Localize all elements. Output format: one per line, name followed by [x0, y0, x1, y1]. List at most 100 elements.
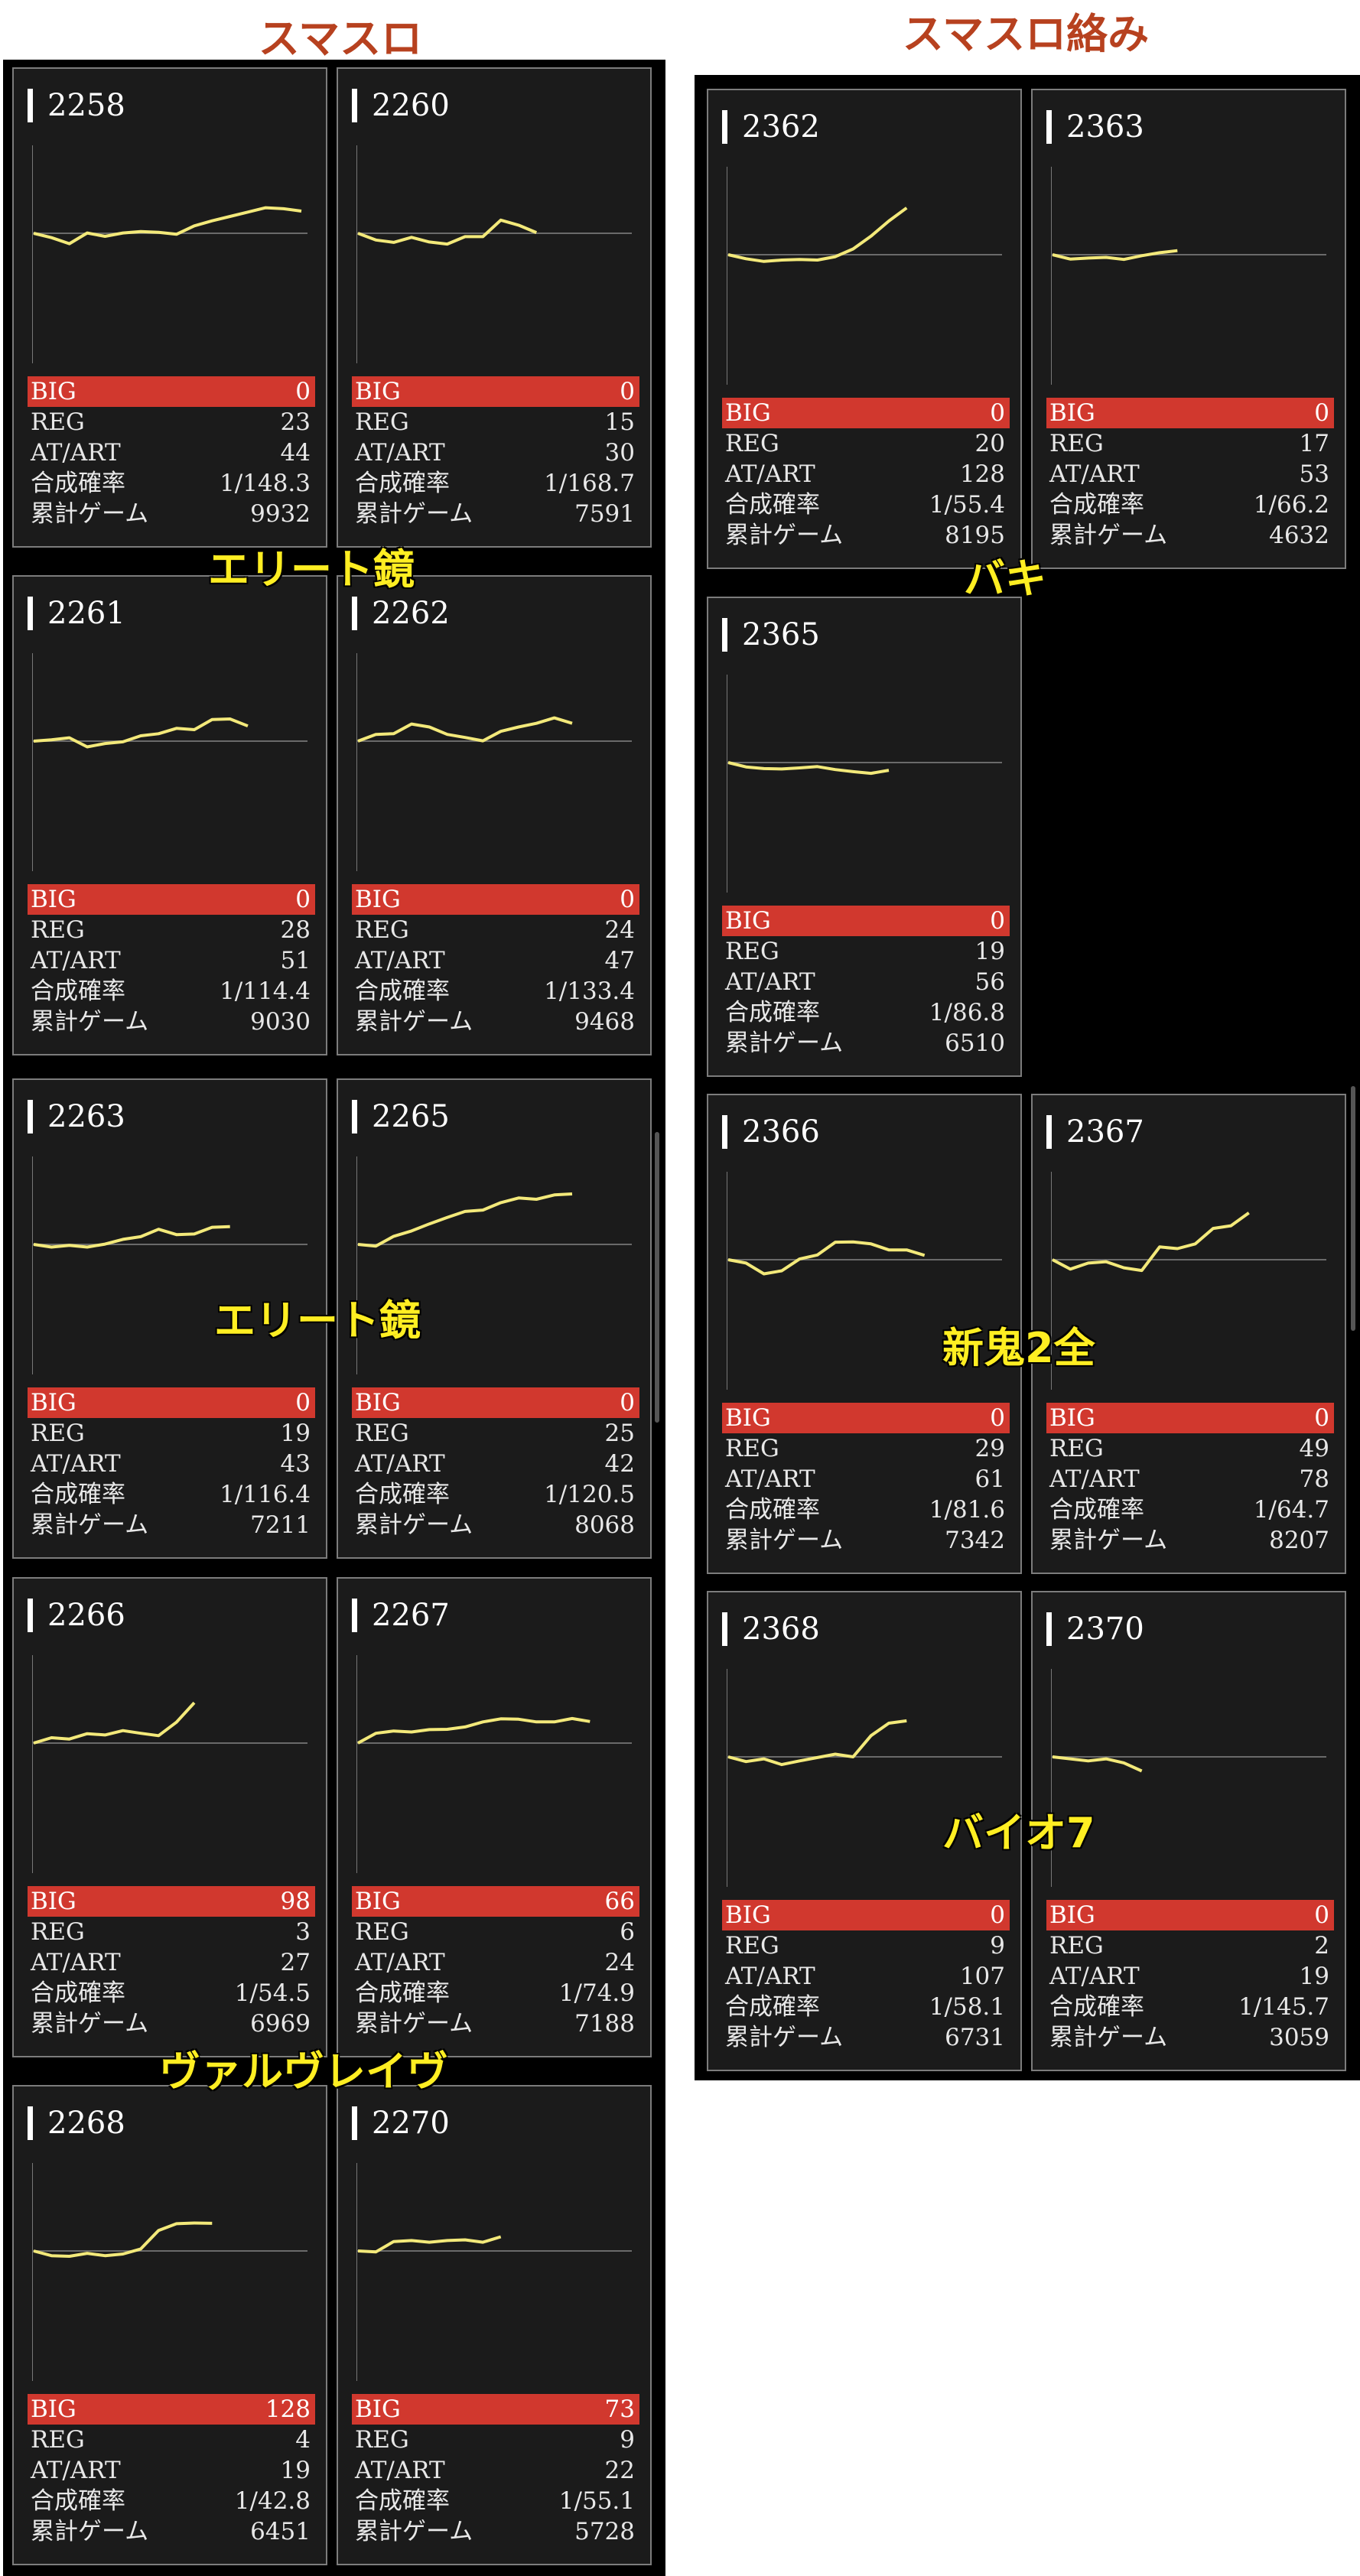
stat-label: BIG: [31, 2395, 76, 2423]
at-art-row: AT/ART 51: [28, 945, 315, 976]
big-row: BIG 0: [1046, 398, 1334, 428]
left-scrollbar[interactable]: [655, 1132, 659, 1423]
stat-value: 1/54.5: [234, 1979, 311, 2007]
machine-number: 2262: [372, 596, 450, 631]
machine-card[interactable]: 2365 BIG 0 REG 19 AT/ART 56 合成確率 1/86.8 累計ゲーム 6510: [707, 597, 1022, 1077]
stat-value: 51: [280, 947, 311, 974]
payout-line: [727, 1240, 926, 1276]
payout-graph: [356, 2163, 632, 2381]
machine-card[interactable]: 2270 BIG 73 REG 9 AT/ART 22 合成確率 1/55.1 累計ゲーム 5728: [337, 2085, 652, 2565]
at-art-row: AT/ART 19: [28, 2455, 315, 2486]
big-row: BIG 0: [722, 1403, 1010, 1433]
right-scrollbar[interactable]: [1351, 1086, 1355, 1331]
stat-value: 78: [1299, 1465, 1329, 1493]
stat-value: 49: [1299, 1435, 1329, 1462]
payout-line: [357, 2235, 502, 2254]
machine-card[interactable]: 2368 BIG 0 REG 9 AT/ART 107 合成確率 1/58.1 累計ゲーム 6731: [707, 1591, 1022, 2071]
stat-label: 累計ゲーム: [31, 1008, 149, 1036]
at-art-row: AT/ART 22: [352, 2455, 639, 2486]
stat-value: 1/168.7: [544, 470, 635, 497]
stat-value: 27: [280, 1949, 311, 1976]
reg-row: REG 19: [722, 936, 1010, 967]
stat-label: REG: [725, 938, 779, 965]
machine-card[interactable]: 2366 BIG 0 REG 29 AT/ART 61 合成確率 1/81.6 累計ゲーム 7342: [707, 1094, 1022, 1574]
at-art-row: AT/ART 61: [722, 1464, 1010, 1495]
stat-value: 0: [990, 399, 1005, 427]
machine-card[interactable]: 2261 BIG 0 REG 28 AT/ART 51 合成確率 1/114.4 累計ゲーム 903…: [12, 575, 327, 1055]
reg-row: REG 17: [1046, 428, 1334, 459]
stat-value: 9932: [250, 500, 311, 528]
machine-card[interactable]: 2263 BIG 0 REG 19 AT/ART 43 合成確率 1/116.4 累計ゲーム 721…: [12, 1078, 327, 1559]
stat-label: REG: [31, 916, 85, 944]
stat-value: 1/148.3: [220, 470, 311, 497]
card-accent-bar: [28, 1599, 33, 1632]
payout-graph: [356, 145, 632, 363]
stat-value: 15: [604, 408, 635, 436]
stat-label: BIG: [1049, 1901, 1095, 1929]
machine-card[interactable]: 2268 BIG 128 REG 4 AT/ART 19 合成確率 1/42.8 累計ゲーム 645…: [12, 2085, 327, 2565]
machine-card[interactable]: 2262 BIG 0 REG 24 AT/ART 47 合成確率 1/133.4 累計ゲーム 946…: [337, 575, 652, 1055]
stat-value: 1/55.1: [558, 2487, 635, 2515]
stat-value: 0: [295, 378, 311, 405]
stat-value: 7342: [945, 1527, 1005, 1554]
stat-value: 19: [280, 1420, 311, 1447]
total-games-row: 累計ゲーム 6510: [722, 1028, 1010, 1059]
stat-value: 22: [604, 2457, 635, 2484]
stats-table: BIG 0 REG 29 AT/ART 61 合成確率 1/81.6 累計ゲーム 7342: [722, 1403, 1010, 1556]
stat-value: 19: [974, 938, 1005, 965]
payout-graph: [356, 653, 632, 871]
stat-label: 合成確率: [725, 1993, 820, 2021]
total-games-row: 累計ゲーム 7342: [722, 1525, 1010, 1556]
stat-value: 29: [974, 1435, 1005, 1462]
stat-label: AT/ART: [355, 1450, 445, 1478]
payout-graph: [356, 1156, 632, 1374]
stat-value: 8207: [1269, 1527, 1329, 1554]
stat-label: REG: [1049, 1932, 1104, 1960]
stat-label: 累計ゲーム: [1049, 2024, 1168, 2051]
stat-value: 107: [959, 1963, 1005, 1990]
stats-table: BIG 0 REG 9 AT/ART 107 合成確率 1/58.1 累計ゲーム 6731: [722, 1900, 1010, 2053]
payout-graph: [1051, 1172, 1326, 1390]
machine-card[interactable]: 2260 BIG 0 REG 15 AT/ART 30 合成確率 1/168.7 累計ゲーム 759…: [337, 67, 652, 548]
reg-row: REG 15: [352, 407, 639, 437]
stat-label: BIG: [31, 378, 76, 405]
stat-value: 56: [974, 968, 1005, 996]
total-games-row: 累計ゲーム 9468: [352, 1007, 639, 1037]
stat-value: 0: [1314, 399, 1329, 427]
machine-card[interactable]: 2267 BIG 66 REG 6 AT/ART 24 合成確率 1/74.9 累計ゲーム 7188: [337, 1577, 652, 2057]
stat-label: 累計ゲーム: [1049, 1527, 1168, 1554]
machine-card[interactable]: 2363 BIG 0 REG 17 AT/ART 53 合成確率 1/66.2 累計ゲーム 4632: [1031, 89, 1346, 569]
machine-card[interactable]: 2367 BIG 0 REG 49 AT/ART 78 合成確率 1/64.7 累計ゲーム 8207: [1031, 1094, 1346, 1574]
payout-line: [357, 1716, 591, 1745]
big-row: BIG 0: [1046, 1900, 1334, 1930]
stat-value: 9030: [250, 1008, 311, 1036]
machine-number: 2365: [742, 617, 820, 652]
stat-label: BIG: [355, 1389, 401, 1416]
stat-value: 44: [280, 439, 311, 467]
stat-value: 1/55.4: [929, 491, 1005, 519]
payout-graph: [1051, 167, 1326, 385]
stat-value: 3: [295, 1918, 311, 1946]
stat-label: AT/ART: [31, 1949, 121, 1976]
machine-card[interactable]: 2266 BIG 98 REG 3 AT/ART 27 合成確率 1/54.5 累計ゲーム 6969: [12, 1577, 327, 2057]
stat-value: 0: [990, 1901, 1005, 1929]
stat-label: 合成確率: [355, 2487, 450, 2515]
at-art-row: AT/ART 56: [722, 967, 1010, 997]
machine-label-baki: バキ: [964, 555, 1046, 603]
stat-label: 合成確率: [355, 977, 450, 1005]
stat-label: REG: [355, 408, 409, 436]
stat-value: 0: [620, 886, 635, 913]
machine-card[interactable]: 2265 BIG 0 REG 25 AT/ART 42 合成確率 1/120.5 累計ゲーム 806…: [337, 1078, 652, 1559]
card-accent-bar: [352, 1100, 357, 1134]
reg-row: REG 4: [28, 2425, 315, 2455]
big-row: BIG 66: [352, 1886, 639, 1917]
reg-row: REG 23: [28, 407, 315, 437]
at-art-row: AT/ART 24: [352, 1947, 639, 1978]
machine-card[interactable]: 2362 BIG 0 REG 20 AT/ART 128 合成確率 1/55.4 累計ゲーム 819…: [707, 89, 1022, 569]
machine-card[interactable]: 2258 BIG 0 REG 23 AT/ART 44 合成確率 1/148.3 累計ゲーム 993…: [12, 67, 327, 548]
machine-label-bio7: バイオ7: [942, 1809, 1095, 1857]
machine-card[interactable]: 2370 BIG 0 REG 2 AT/ART 19 合成確率 1/145.7 累計ゲーム 3059: [1031, 1591, 1346, 2071]
big-row: BIG 0: [1046, 1403, 1334, 1433]
big-row: BIG 0: [28, 884, 315, 915]
card-accent-bar: [1046, 1115, 1052, 1149]
